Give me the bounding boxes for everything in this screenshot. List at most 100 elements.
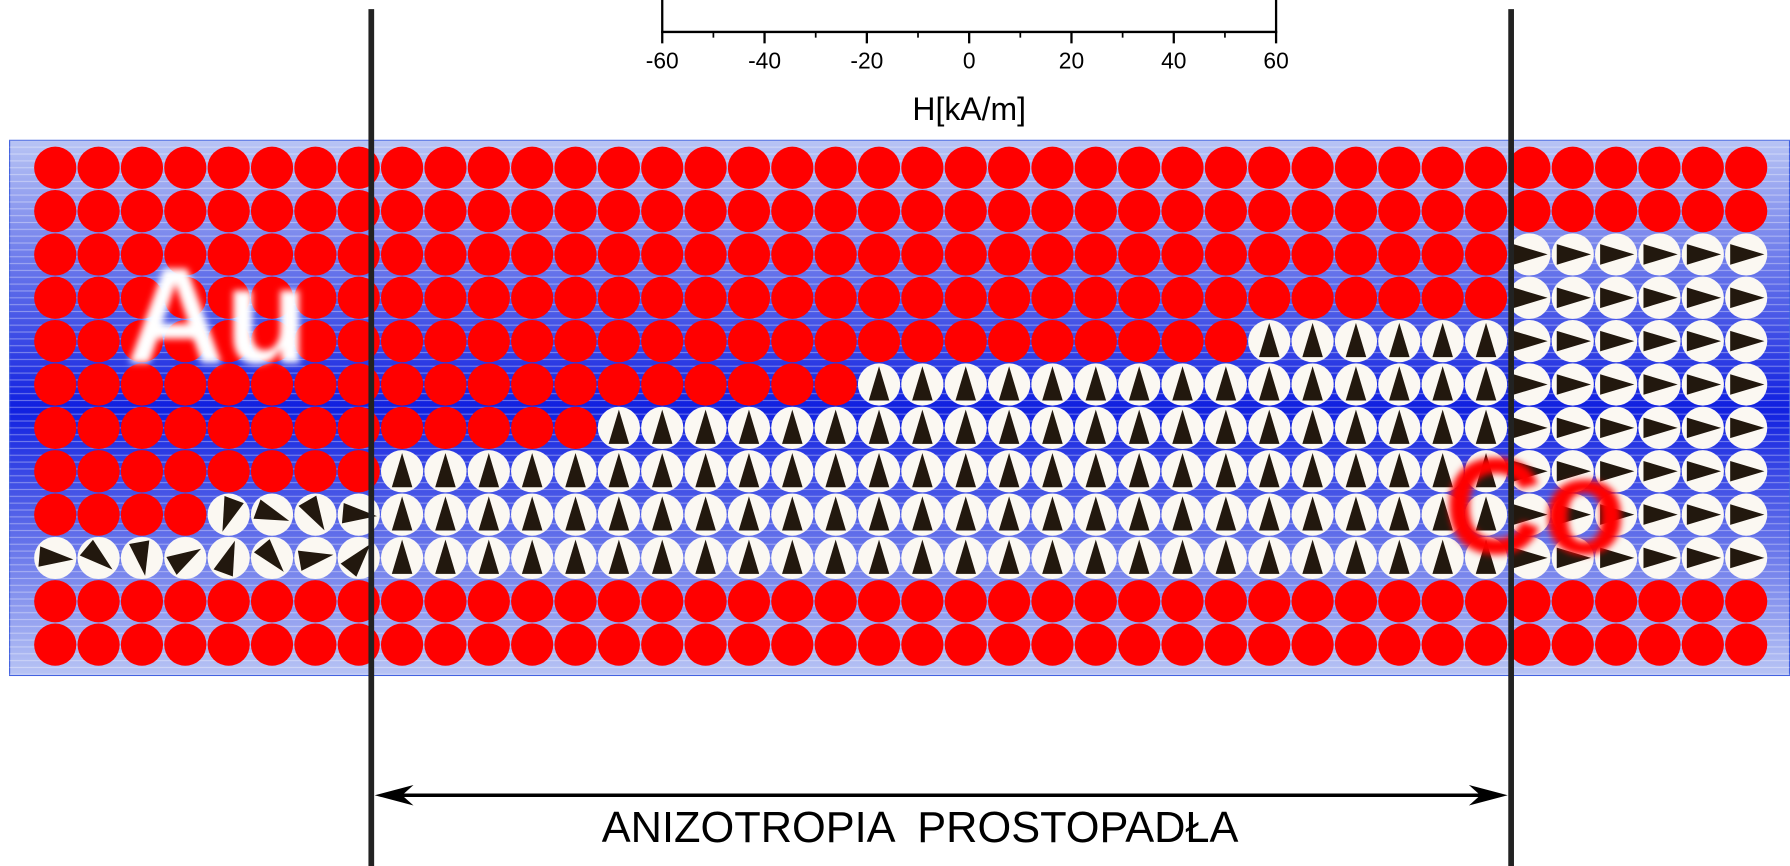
spin-red bbox=[814, 276, 857, 319]
spin-red bbox=[1118, 233, 1161, 276]
spin-arrow bbox=[998, 366, 1020, 401]
spin-red bbox=[34, 233, 77, 276]
spin-red bbox=[34, 189, 77, 233]
spin-red bbox=[1161, 233, 1204, 276]
spin-arrow bbox=[1513, 287, 1548, 309]
spin-red bbox=[1638, 580, 1681, 623]
spin-arrow bbox=[955, 366, 977, 401]
spin-red bbox=[120, 276, 164, 319]
spin-arrow bbox=[912, 409, 933, 444]
spin-arrow bbox=[955, 409, 977, 444]
spin-arrow bbox=[998, 496, 1020, 531]
spin-red bbox=[1074, 146, 1117, 189]
spin-arrow bbox=[651, 496, 673, 531]
spin-arrow bbox=[1302, 452, 1323, 488]
spin-arrow bbox=[1389, 366, 1410, 401]
spin-arrow bbox=[435, 452, 456, 488]
spin-arrow bbox=[1172, 366, 1193, 401]
spin-arrow bbox=[1556, 330, 1591, 352]
spin-red bbox=[727, 320, 771, 363]
spin-arrow bbox=[478, 452, 500, 488]
spin-red bbox=[727, 363, 771, 406]
spin-red bbox=[1204, 233, 1247, 276]
spin-red bbox=[1551, 189, 1594, 233]
spin-red bbox=[1378, 623, 1421, 666]
spin-arrow bbox=[1475, 452, 1497, 488]
spin-red bbox=[554, 146, 597, 189]
spin-arrow bbox=[1258, 452, 1280, 488]
spin-arrow bbox=[1556, 287, 1591, 309]
spin-arrow bbox=[1389, 322, 1410, 358]
spin-red bbox=[857, 580, 901, 623]
spin-arrow bbox=[1432, 322, 1453, 358]
spin-red bbox=[1334, 233, 1378, 276]
spin-red bbox=[207, 450, 250, 493]
spin-red bbox=[944, 623, 987, 666]
spin-red bbox=[944, 320, 987, 363]
spin-red bbox=[1291, 580, 1334, 623]
spin-red bbox=[1161, 580, 1204, 623]
spin-arrow bbox=[955, 496, 977, 531]
spin-red bbox=[684, 580, 727, 623]
spin-arrow bbox=[1513, 417, 1548, 439]
spin-red bbox=[1118, 189, 1161, 233]
spin-red bbox=[727, 189, 771, 233]
spin-red bbox=[424, 406, 467, 449]
spin-arrow bbox=[1513, 374, 1548, 395]
spin-red bbox=[77, 363, 120, 406]
spin-arrow bbox=[478, 539, 500, 574]
spin-arrow bbox=[651, 452, 673, 488]
spin-arrow bbox=[1600, 287, 1635, 309]
spin-red bbox=[814, 189, 857, 233]
spin-red bbox=[901, 146, 944, 189]
spin-arrow bbox=[1643, 547, 1678, 569]
spin-red bbox=[207, 320, 250, 363]
spin-red bbox=[207, 580, 250, 623]
spin-red bbox=[1074, 189, 1117, 233]
spin-red bbox=[424, 580, 467, 623]
spin-arrow bbox=[1128, 452, 1150, 488]
spin-arrow bbox=[1042, 452, 1063, 488]
spin-arrow bbox=[1556, 374, 1591, 395]
spin-arrow bbox=[1302, 409, 1323, 444]
spin-red bbox=[1118, 320, 1161, 363]
spin-arrow bbox=[391, 496, 413, 531]
spin-arrow bbox=[1686, 417, 1722, 439]
spin-red bbox=[771, 580, 814, 623]
spin-red bbox=[77, 580, 120, 623]
spin-red bbox=[857, 233, 901, 276]
spin-arrow bbox=[1302, 322, 1323, 358]
spin-red bbox=[1681, 189, 1724, 233]
spin-red bbox=[771, 363, 814, 406]
spin-red bbox=[1118, 146, 1161, 189]
spin-red bbox=[944, 580, 987, 623]
spin-arrow bbox=[1643, 504, 1678, 525]
spin-red bbox=[554, 276, 597, 319]
spin-red bbox=[250, 146, 294, 189]
spin-arrow bbox=[868, 496, 890, 531]
spin-red bbox=[1378, 580, 1421, 623]
spin-red bbox=[1161, 276, 1204, 319]
spin-red bbox=[250, 320, 294, 363]
spin-arrow bbox=[998, 452, 1020, 488]
spin-red bbox=[511, 276, 554, 319]
spin-arrow bbox=[1085, 366, 1107, 401]
spin-red bbox=[380, 189, 424, 233]
spin-red bbox=[987, 623, 1031, 666]
spin-arrow bbox=[695, 539, 716, 574]
spin-red bbox=[641, 580, 684, 623]
spin-red bbox=[771, 233, 814, 276]
spin-red bbox=[164, 493, 207, 536]
tick-label: 20 bbox=[1059, 47, 1084, 73]
spin-red bbox=[1464, 580, 1508, 623]
spin-red bbox=[1334, 146, 1378, 189]
spin-red bbox=[77, 233, 120, 276]
spin-arrow bbox=[1730, 547, 1765, 569]
spin-red bbox=[207, 276, 250, 319]
spin-red bbox=[1118, 276, 1161, 319]
spin-arrow bbox=[166, 548, 202, 575]
spin-red bbox=[250, 276, 294, 319]
spin-arrow bbox=[391, 452, 413, 488]
spin-red bbox=[944, 189, 987, 233]
